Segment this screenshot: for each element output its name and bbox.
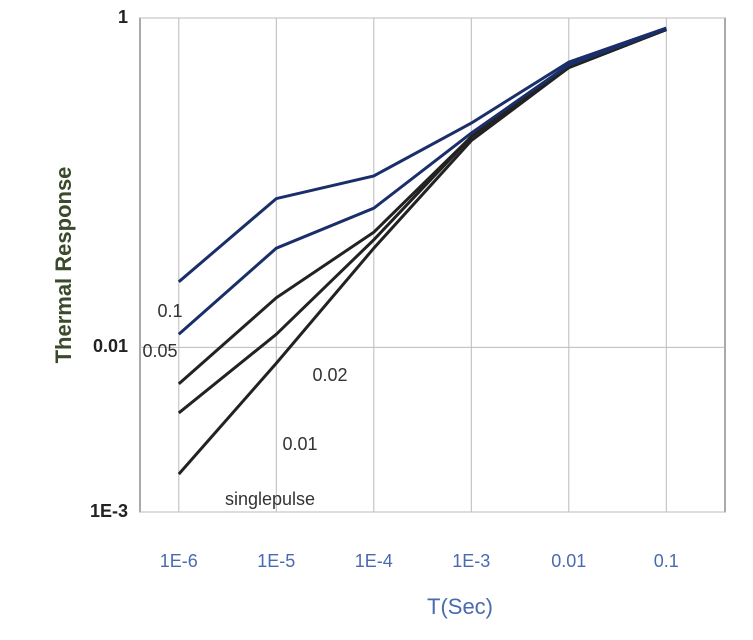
x-axis-label: T(Sec) [427,594,493,619]
x-tick-label: 1E-5 [257,551,295,571]
x-tick-label: 0.1 [654,551,679,571]
y-axis-label: Thermal Response [51,167,76,364]
plot-frame [140,18,725,512]
y-tick-label: 0.01 [93,336,128,356]
curve-label: 0.02 [312,365,347,385]
series-line [179,30,667,475]
series-line [179,29,667,335]
curve-label: singlepulse [225,489,315,509]
x-tick-label: 1E-6 [160,551,198,571]
chart: Thermal Response T(Sec) 1E-6 1E-5 1E-4 1E-3… [0,0,753,635]
x-tick-label: 1E-4 [355,551,393,571]
curve-label: 0.1 [157,301,182,321]
curve-label: 0.05 [142,341,177,361]
y-tick-label: 1E-3 [90,501,128,521]
series-line [179,30,667,384]
x-tick-label: 0.01 [551,551,586,571]
curve-label: 0.01 [282,434,317,454]
x-tick-label: 1E-3 [452,551,490,571]
y-tick-label: 1 [118,7,128,27]
series-line [179,28,667,282]
